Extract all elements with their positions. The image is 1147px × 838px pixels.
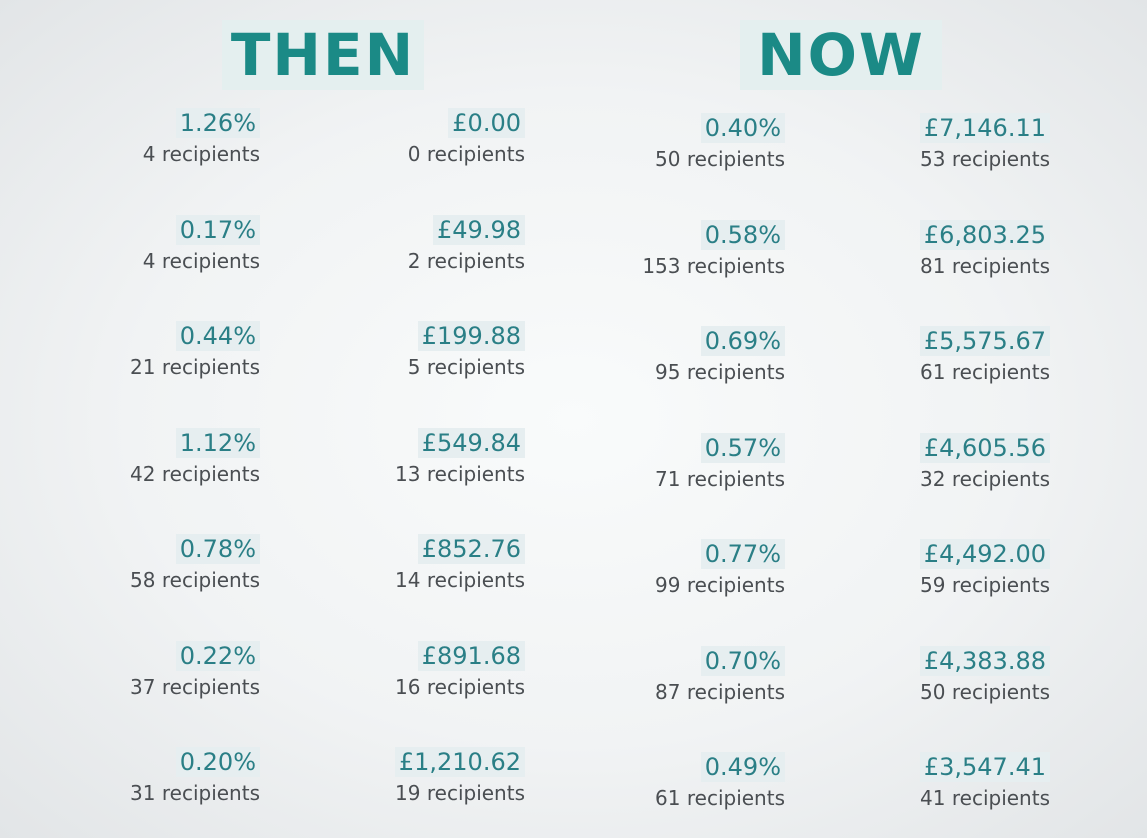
now-heading: NOW xyxy=(740,20,942,90)
then-percent-cell: 0.20% 31 recipients xyxy=(100,747,260,806)
then-amount-value: £1,210.62 xyxy=(394,747,525,777)
now-percent-value: 0.58% xyxy=(700,220,785,250)
now-amount-value: £7,146.11 xyxy=(919,113,1050,143)
then-percent-recipients: 31 recipients xyxy=(130,781,260,805)
now-amount-cell: £6,803.25 81 recipients xyxy=(880,220,1050,279)
now-amount-cell: £4,492.00 59 recipients xyxy=(880,539,1050,598)
now-percent-recipients: 153 recipients xyxy=(642,254,785,278)
now-percent-cell: 0.58% 153 recipients xyxy=(610,220,785,279)
then-amount-value: £891.68 xyxy=(417,641,525,671)
now-percent-recipients: 50 recipients xyxy=(655,147,785,171)
then-amount-cell: £549.84 13 recipients xyxy=(360,428,525,487)
then-amount-value: £549.84 xyxy=(417,428,525,458)
now-amount-cell: £7,146.11 53 recipients xyxy=(880,113,1050,172)
then-percent-recipients: 58 recipients xyxy=(130,568,260,592)
then-percent-value: 0.78% xyxy=(175,534,260,564)
then-amount-cell: £1,210.62 19 recipients xyxy=(360,747,525,806)
then-amount-value: £199.88 xyxy=(417,321,525,351)
then-amount-cell: £199.88 5 recipients xyxy=(360,321,525,380)
now-amount-value: £4,492.00 xyxy=(919,539,1050,569)
now-percent-value: 0.40% xyxy=(700,113,785,143)
then-amount-recipients: 5 recipients xyxy=(407,355,525,379)
now-percent-value: 0.57% xyxy=(700,433,785,463)
now-percent-cell: 0.77% 99 recipients xyxy=(610,539,785,598)
then-percent-value: 1.26% xyxy=(175,108,260,138)
then-amount-cell: £49.98 2 recipients xyxy=(360,215,525,274)
now-amount-value: £4,605.56 xyxy=(919,433,1050,463)
then-amount-value: £0.00 xyxy=(448,108,525,138)
then-amount-recipients: 13 recipients xyxy=(395,462,525,486)
then-percent-cell: 0.22% 37 recipients xyxy=(100,641,260,700)
now-amount-recipients: 53 recipients xyxy=(920,147,1050,171)
now-percent-recipients: 61 recipients xyxy=(655,786,785,810)
then-percent-value: 0.44% xyxy=(175,321,260,351)
then-amount-recipients: 2 recipients xyxy=(407,249,525,273)
then-amount-cell: £891.68 16 recipients xyxy=(360,641,525,700)
then-percent-value: 0.22% xyxy=(175,641,260,671)
now-amount-cell: £5,575.67 61 recipients xyxy=(880,326,1050,385)
then-percent-value: 1.12% xyxy=(175,428,260,458)
then-amount-cell: £852.76 14 recipients xyxy=(360,534,525,593)
now-percent-cell: 0.49% 61 recipients xyxy=(610,752,785,811)
now-percent-cell: 0.69% 95 recipients xyxy=(610,326,785,385)
then-amount-recipients: 14 recipients xyxy=(395,568,525,592)
now-amount-value: £5,575.67 xyxy=(919,326,1050,356)
then-amount-recipients: 16 recipients xyxy=(395,675,525,699)
then-percent-cell: 0.17% 4 recipients xyxy=(100,215,260,274)
then-amount-value: £49.98 xyxy=(433,215,525,245)
now-amount-value: £6,803.25 xyxy=(919,220,1050,250)
now-amount-recipients: 61 recipients xyxy=(920,360,1050,384)
then-percent-cell: 1.26% 4 recipients xyxy=(100,108,260,167)
then-heading: THEN xyxy=(222,20,424,90)
now-percent-cell: 0.40% 50 recipients xyxy=(610,113,785,172)
then-amount-recipients: 19 recipients xyxy=(395,781,525,805)
now-amount-value: £4,383.88 xyxy=(919,646,1050,676)
then-percent-cell: 0.44% 21 recipients xyxy=(100,321,260,380)
then-percent-recipients: 21 recipients xyxy=(130,355,260,379)
then-percent-recipients: 42 recipients xyxy=(130,462,260,486)
now-amount-value: £3,547.41 xyxy=(919,752,1050,782)
then-percent-value: 0.20% xyxy=(175,747,260,777)
now-percent-value: 0.70% xyxy=(700,646,785,676)
now-amount-recipients: 81 recipients xyxy=(920,254,1050,278)
then-percent-cell: 1.12% 42 recipients xyxy=(100,428,260,487)
then-percent-recipients: 4 recipients xyxy=(142,249,260,273)
now-percent-recipients: 71 recipients xyxy=(655,467,785,491)
then-percent-value: 0.17% xyxy=(175,215,260,245)
now-amount-cell: £3,547.41 41 recipients xyxy=(880,752,1050,811)
then-amount-value: £852.76 xyxy=(417,534,525,564)
now-amount-recipients: 41 recipients xyxy=(920,786,1050,810)
now-amount-recipients: 32 recipients xyxy=(920,467,1050,491)
now-percent-value: 0.49% xyxy=(700,752,785,782)
then-percent-recipients: 37 recipients xyxy=(130,675,260,699)
now-percent-recipients: 95 recipients xyxy=(655,360,785,384)
then-amount-cell: £0.00 0 recipients xyxy=(360,108,525,167)
now-percent-value: 0.77% xyxy=(700,539,785,569)
then-percent-recipients: 4 recipients xyxy=(142,142,260,166)
now-percent-cell: 0.57% 71 recipients xyxy=(610,433,785,492)
now-percent-value: 0.69% xyxy=(700,326,785,356)
then-amount-recipients: 0 recipients xyxy=(407,142,525,166)
then-percent-cell: 0.78% 58 recipients xyxy=(100,534,260,593)
now-amount-cell: £4,383.88 50 recipients xyxy=(880,646,1050,705)
now-percent-recipients: 87 recipients xyxy=(655,680,785,704)
now-percent-recipients: 99 recipients xyxy=(655,573,785,597)
now-amount-recipients: 50 recipients xyxy=(920,680,1050,704)
now-percent-cell: 0.70% 87 recipients xyxy=(610,646,785,705)
now-amount-recipients: 59 recipients xyxy=(920,573,1050,597)
now-amount-cell: £4,605.56 32 recipients xyxy=(880,433,1050,492)
